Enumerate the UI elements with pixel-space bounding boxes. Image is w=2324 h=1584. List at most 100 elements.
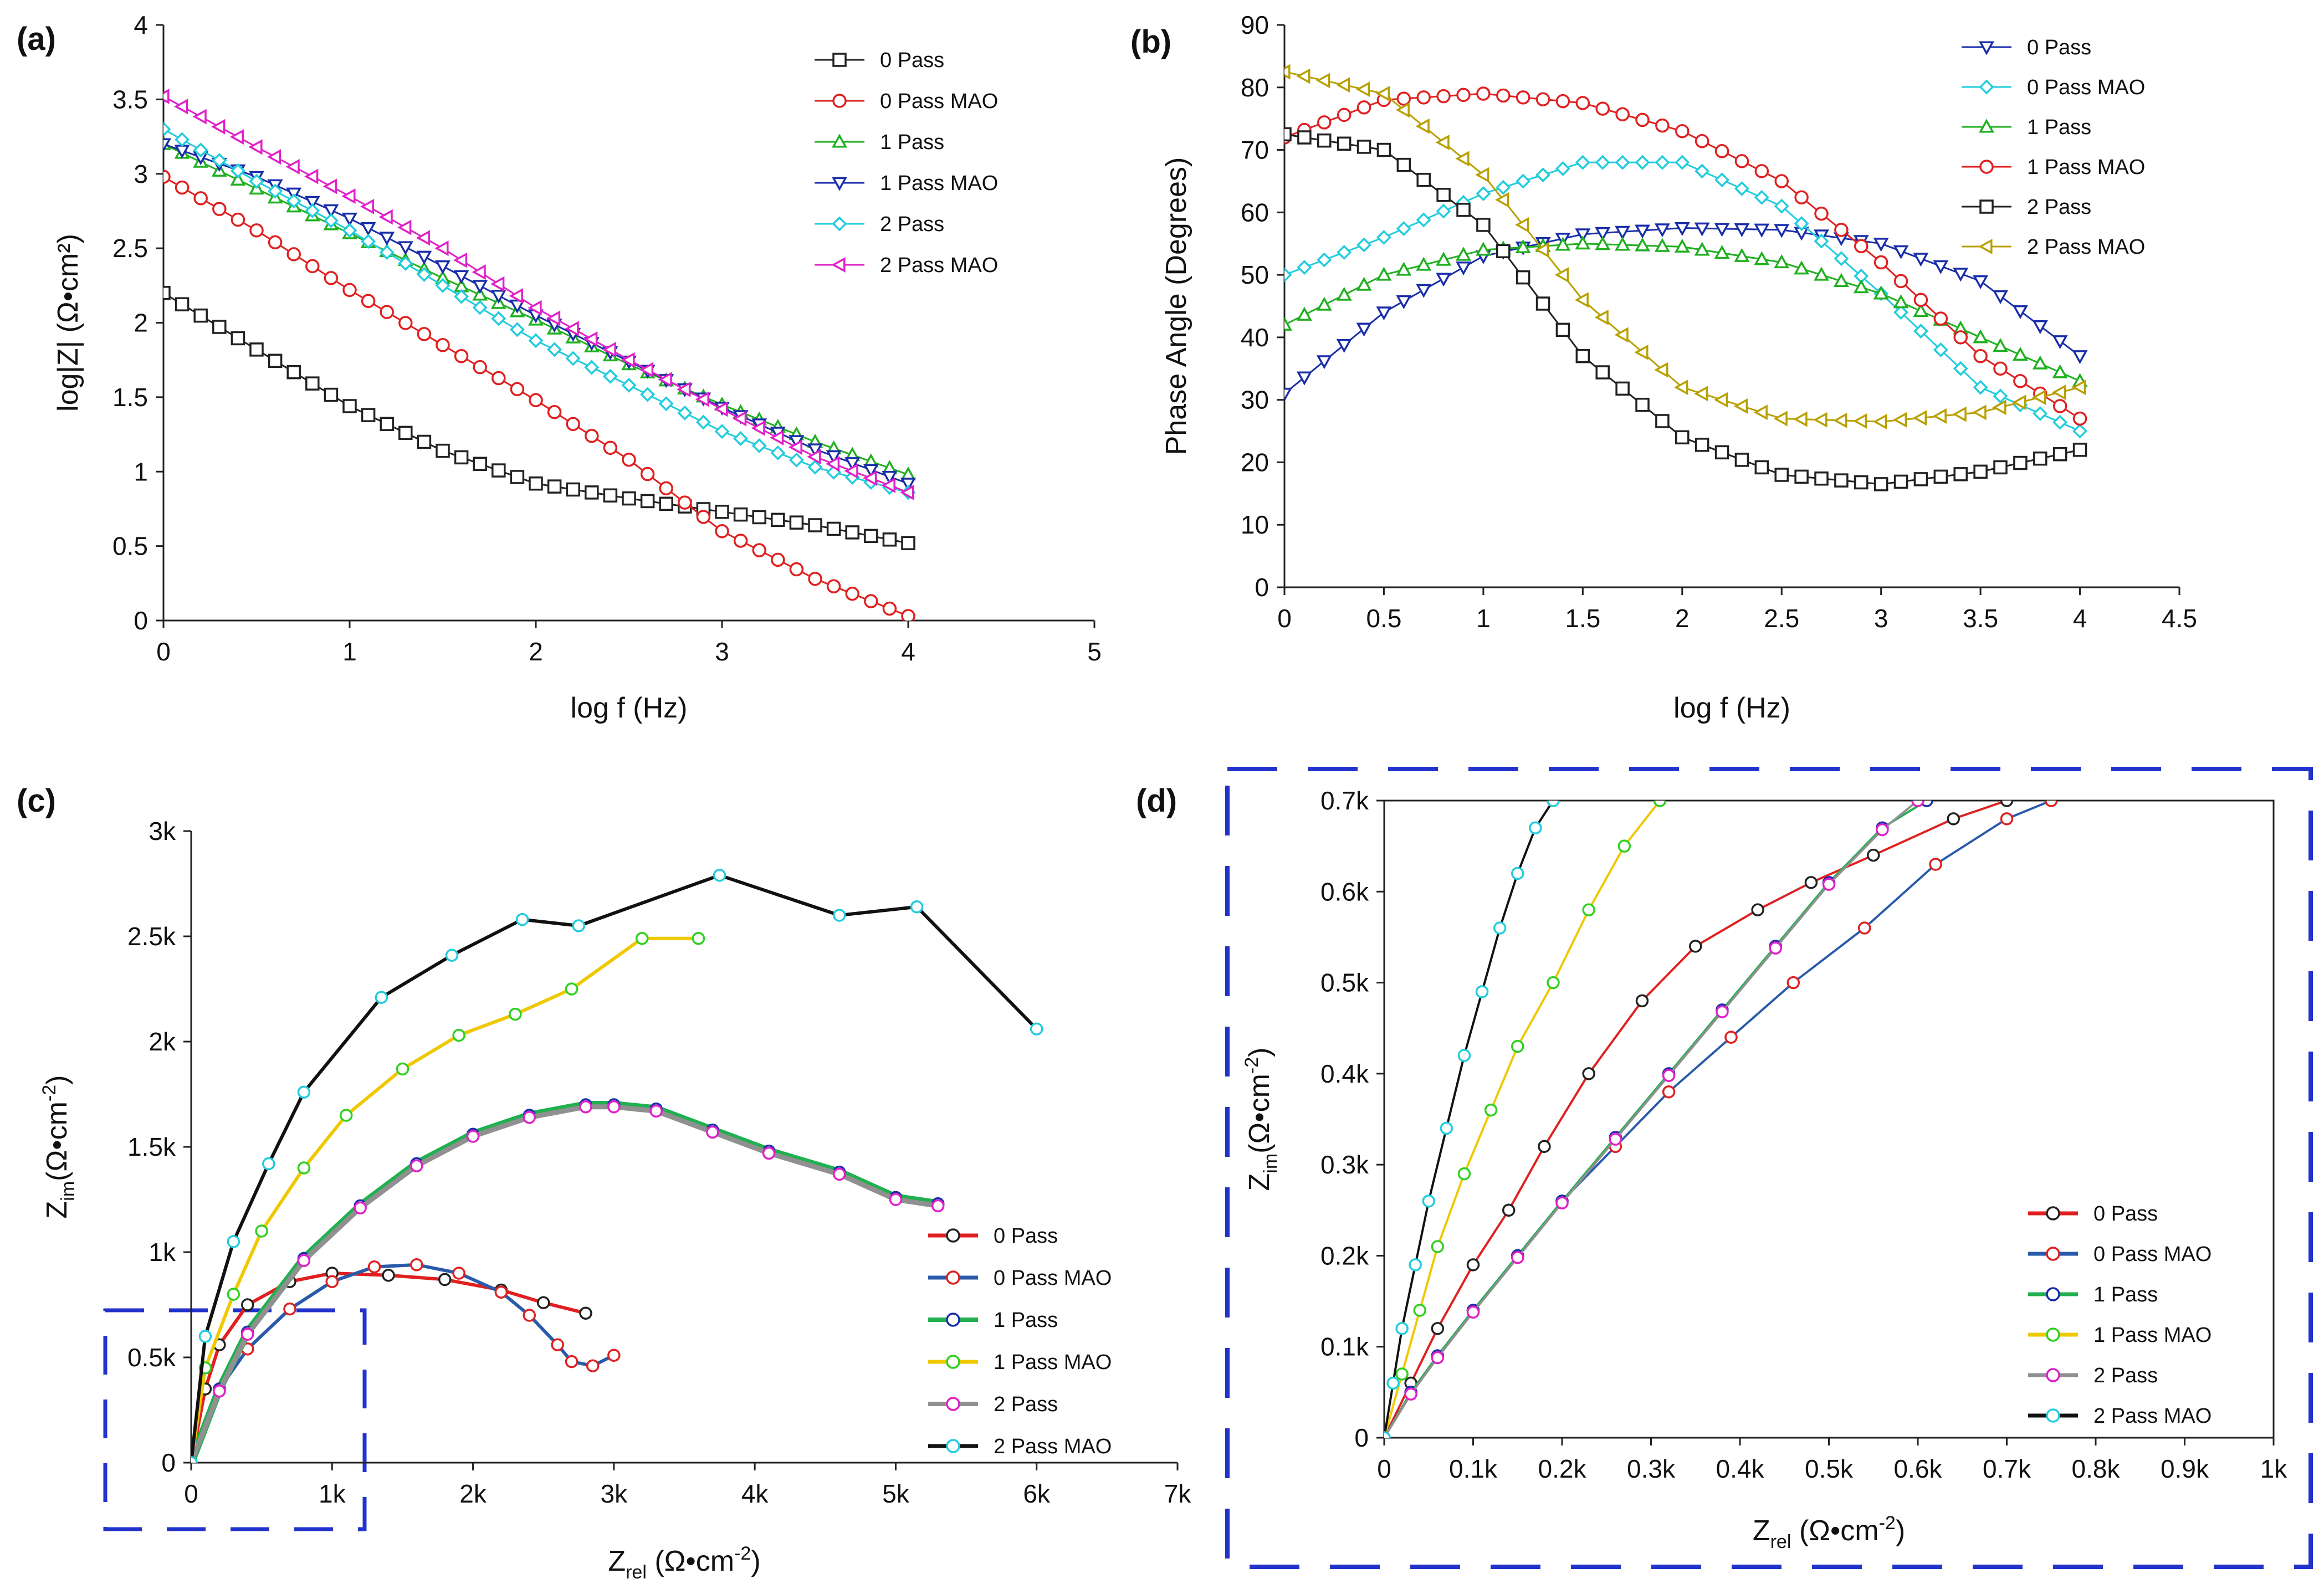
data-point (436, 338, 450, 352)
data-point (658, 396, 674, 412)
data-point (1873, 285, 1889, 300)
data-point (1973, 464, 1988, 479)
data-point (1615, 225, 1631, 240)
data-point (1754, 164, 1769, 178)
data-point (360, 198, 375, 214)
data-point (2032, 320, 2048, 335)
y-tick-label: 1k (149, 1238, 176, 1267)
data-point (1386, 1376, 1400, 1390)
data-point (339, 1109, 353, 1122)
legend-marker (2046, 1327, 2060, 1342)
data-point (230, 163, 245, 178)
data-point (175, 180, 190, 195)
data-point (1476, 86, 1491, 101)
data-point (1555, 322, 1570, 337)
data-point (1973, 329, 1989, 344)
y-tick-label: 3.5 (112, 85, 148, 114)
data-point (807, 443, 823, 458)
data-point (566, 417, 580, 431)
data-point (375, 991, 388, 1004)
data-point (1376, 306, 1392, 321)
data-point (416, 230, 430, 246)
data-point (752, 543, 766, 557)
y-tick-label: 1.5k (127, 1132, 176, 1161)
data-point (1575, 235, 1591, 250)
series-line (191, 1104, 939, 1463)
data-point (1404, 1387, 1417, 1401)
data-point (547, 342, 562, 357)
x-tick-label: 7k (1164, 1479, 1192, 1508)
data-point (1653, 801, 1667, 807)
data-point (649, 1104, 663, 1118)
data-point (1833, 273, 1849, 287)
data-point (1376, 229, 1391, 245)
data-point (2072, 423, 2088, 439)
data-point (515, 913, 529, 926)
data-point (826, 450, 842, 464)
data-point (1595, 365, 1610, 380)
data-point (900, 484, 914, 500)
y-tick-label: 0.5k (127, 1343, 176, 1372)
x-tick-label: 3.5 (1963, 604, 1998, 633)
data-point (379, 232, 395, 246)
y-tick-label: 0 (134, 606, 148, 635)
data-point (1511, 1250, 1524, 1264)
data-point (1422, 1195, 1435, 1208)
legend-label: 1 Pass (880, 131, 944, 154)
x-tick-label: 0 (156, 637, 171, 666)
legend-marker (946, 1270, 960, 1285)
y-tick-label: 70 (1241, 136, 1269, 165)
data-point (1395, 1367, 1409, 1381)
data-point (826, 579, 841, 593)
series-line (1384, 801, 1919, 1438)
data-point (325, 1275, 339, 1288)
data-point (1694, 386, 1708, 402)
data-point (416, 250, 432, 265)
data-point (1582, 1067, 1595, 1080)
data-point (435, 278, 451, 293)
data-point (342, 223, 357, 238)
data-point (528, 333, 544, 348)
data-point (1436, 252, 1452, 266)
data-point (1734, 453, 1749, 467)
data-point (1893, 274, 1908, 289)
x-axis-title: Zrel (Ω•cm-2) (608, 1543, 760, 1583)
data-point (808, 518, 822, 532)
data-point (1615, 107, 1630, 122)
data-point (193, 308, 208, 323)
data-point (1355, 81, 1370, 98)
data-point (342, 283, 357, 298)
data-point (2045, 801, 2058, 807)
data-point (1466, 1258, 1480, 1272)
data-point (621, 377, 637, 393)
data-point (240, 1327, 254, 1341)
data-point (1992, 399, 2006, 416)
y-axis-title: Zim(Ω•cm-2) (39, 1075, 79, 1219)
panel-label-a: (a) (17, 21, 56, 57)
x-tick-label: 0.8k (2072, 1454, 2121, 1483)
x-tick-label: 4k (741, 1479, 769, 1508)
data-point (472, 286, 488, 301)
data-point (1893, 245, 1909, 259)
series-0-pass (191, 1267, 592, 1463)
data-point (585, 485, 599, 500)
data-point (579, 1100, 592, 1114)
legend-label: 0 Pass MAO (994, 1267, 1112, 1290)
data-point (1675, 155, 1690, 170)
series-line (191, 1263, 615, 1463)
data-point (249, 342, 264, 357)
data-point (1496, 180, 1511, 195)
data-point (1296, 306, 1312, 321)
data-point (212, 153, 227, 168)
data-point (832, 1167, 846, 1181)
series-0-pass-mao (1384, 801, 2058, 1438)
data-point (1284, 127, 1292, 142)
data-point (523, 1309, 536, 1322)
data-point (1615, 155, 1630, 170)
data-point (1695, 438, 1709, 452)
data-point (267, 149, 281, 165)
x-tick-label: 0 (1277, 604, 1292, 633)
data-point (1431, 1240, 1445, 1253)
data-point (1822, 878, 1836, 891)
series-1-pass-mao (1284, 86, 2087, 426)
